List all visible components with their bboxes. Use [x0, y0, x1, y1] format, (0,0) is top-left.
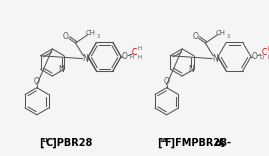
Text: N: N	[212, 54, 218, 63]
Text: C: C	[132, 48, 137, 57]
Text: O: O	[63, 32, 69, 41]
Text: D: D	[267, 55, 269, 60]
Text: D: D	[260, 55, 264, 60]
Text: O: O	[122, 52, 128, 61]
Text: [: [	[39, 138, 43, 148]
Text: O: O	[34, 77, 40, 86]
Text: H: H	[130, 55, 134, 60]
Text: N: N	[58, 65, 64, 74]
Text: 3: 3	[226, 34, 229, 39]
Text: F: F	[267, 46, 269, 52]
Text: O: O	[252, 52, 258, 61]
Text: 3: 3	[96, 34, 100, 39]
Text: F]FMPBR28-: F]FMPBR28-	[164, 138, 231, 148]
Text: H: H	[137, 46, 141, 51]
Text: CH: CH	[216, 30, 226, 37]
Text: C]PBR28: C]PBR28	[45, 138, 93, 148]
Text: N: N	[188, 65, 194, 74]
Text: O: O	[193, 32, 199, 41]
Text: O: O	[164, 77, 169, 86]
Text: [: [	[157, 138, 161, 148]
Text: d: d	[215, 138, 222, 148]
Text: 2: 2	[221, 143, 225, 148]
Text: C: C	[262, 48, 267, 57]
Text: N: N	[82, 54, 88, 63]
Text: CH: CH	[86, 30, 96, 37]
Text: 11: 11	[42, 137, 49, 142]
Text: H: H	[137, 55, 141, 60]
Text: 18: 18	[160, 137, 168, 142]
